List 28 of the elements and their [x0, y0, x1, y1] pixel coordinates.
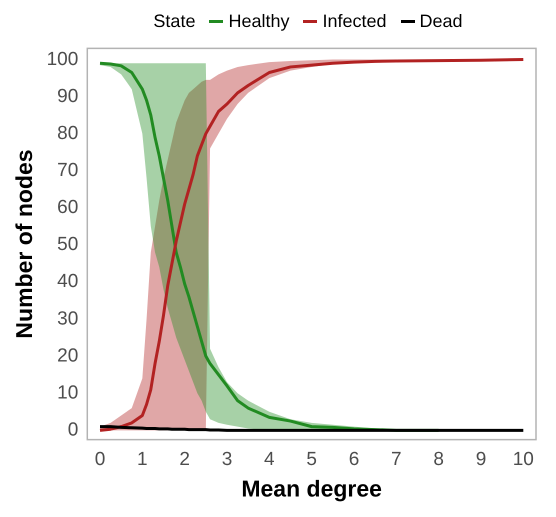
- x-tick-label: 1: [137, 449, 148, 470]
- x-tick-label: 9: [476, 449, 486, 470]
- x-tick-label: 10: [512, 449, 534, 470]
- y-tick-label: 10: [57, 382, 78, 404]
- legend-title: State: [153, 10, 196, 32]
- y-tick-label: 80: [57, 122, 78, 144]
- y-tick-label: 30: [57, 308, 78, 330]
- y-tick-label: 0: [68, 420, 78, 441]
- y-tick-label: 90: [57, 86, 78, 107]
- x-tick-label: 0: [94, 449, 106, 470]
- y-axis-title: Number of nodes: [11, 149, 38, 339]
- legend-label: Healthy: [228, 10, 290, 32]
- x-tick-label: 8: [433, 449, 444, 470]
- y-tick-label: 70: [57, 160, 78, 181]
- y-tick-label: 40: [57, 271, 78, 292]
- x-tick-label: 4: [264, 449, 276, 470]
- x-tick-label: 7: [391, 449, 402, 470]
- legend-label: Dead: [420, 10, 463, 32]
- y-tick-label: 20: [57, 345, 78, 366]
- x-axis-title: Mean degree: [241, 476, 382, 502]
- x-tick-label: 6: [348, 449, 360, 470]
- legend-label: Infected: [322, 10, 387, 32]
- y-tick-label: 60: [57, 197, 78, 218]
- x-tick-label: 5: [306, 449, 317, 470]
- y-tick-label: 100: [46, 48, 78, 70]
- x-tick-label: 2: [179, 449, 190, 470]
- x-tick-label: 3: [222, 449, 232, 470]
- y-tick-label: 50: [57, 234, 78, 256]
